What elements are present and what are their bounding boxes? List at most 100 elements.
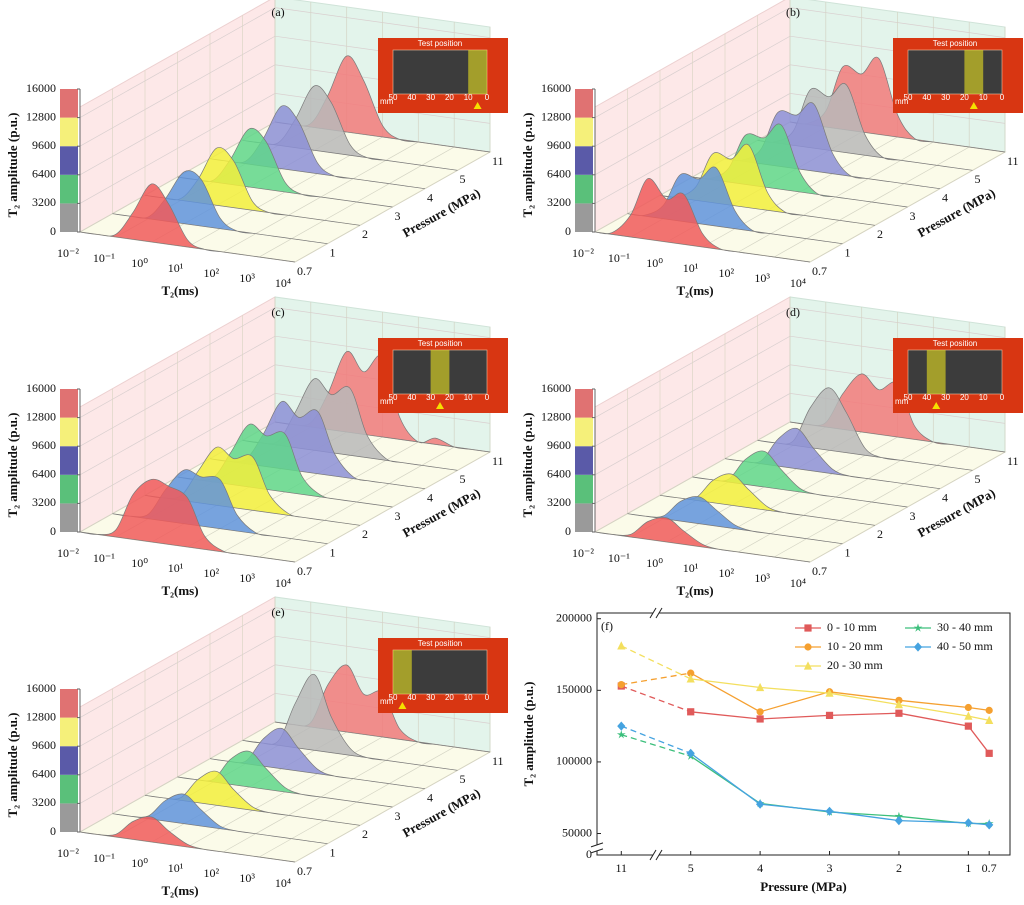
x-tick-label: 2 (896, 861, 902, 875)
series-line (621, 672, 691, 686)
z-axis-label: T₂ amplitude (p.u.) (520, 112, 535, 217)
x-tick-label: 10⁻¹ (608, 551, 630, 565)
inset-tick: 50 (389, 93, 398, 102)
y-tick-label: 100000 (556, 754, 592, 768)
z-tick-label: 12800 (541, 409, 571, 423)
pressure-label: 11 (1007, 154, 1019, 168)
z-tick-label: 16000 (541, 381, 571, 395)
x-tick-label: 10⁻¹ (608, 251, 630, 265)
panel-label: (c) (271, 305, 284, 319)
panel-3d: 10⁻² 10⁻¹ 10⁰ 10¹ 10² 10³ 10⁴03200640096001280… (5, 296, 508, 598)
inset-tick: 0 (485, 93, 490, 102)
marker (617, 721, 626, 731)
inset-tick: 20 (445, 93, 454, 102)
panel-label: (a) (271, 5, 284, 19)
z-band (60, 774, 78, 804)
panel-3d: 10⁻² 10⁻¹ 10⁰ 10¹ 10² 10³ 10⁴03200640096001280… (5, 596, 508, 898)
z-band (575, 446, 593, 475)
inset-tick: 40 (922, 93, 931, 102)
series-line (690, 752, 990, 826)
z-tick-label: 16000 (26, 381, 56, 395)
pressure-label: 2 (362, 227, 368, 241)
inset-tick: 0 (485, 693, 490, 702)
pressure-label: 5 (975, 472, 981, 486)
pressure-label: 5 (975, 172, 981, 186)
z-tick-label: 0 (565, 524, 571, 538)
marker (756, 708, 764, 716)
inset-tick: 40 (407, 93, 416, 102)
marker (985, 749, 993, 757)
marker (686, 674, 695, 683)
pressure-label: 5 (460, 772, 466, 786)
inset-title: Test position (933, 39, 977, 48)
pressure-label: 11 (492, 454, 504, 468)
z-band (575, 174, 593, 204)
x-tick-label: 10⁰ (131, 856, 148, 870)
pressure-label: 0.7 (297, 564, 312, 578)
plot-frame (596, 612, 1011, 856)
x-tick-label: 3 (827, 861, 833, 875)
y-tick-label: 50000 (562, 825, 592, 839)
inset-tick: 30 (426, 393, 435, 402)
x-tick-label: 10¹ (683, 261, 699, 275)
marker (756, 682, 765, 692)
test-marker (436, 402, 444, 409)
axis-break-gap (653, 853, 659, 857)
marker (894, 700, 903, 709)
x-tick-label: 10⁻² (57, 846, 79, 860)
axis-break-gap (595, 844, 599, 851)
z-band (575, 146, 593, 175)
pressure-label: 1 (330, 545, 336, 559)
inset-tick: 50 (904, 393, 913, 402)
legend-label: 10 - 20 mm (827, 639, 883, 653)
x-tick-label: 10⁰ (646, 556, 663, 570)
axis-break (590, 848, 604, 854)
axis-break (655, 607, 663, 619)
inset-tick: 0 (1000, 93, 1005, 102)
spectrum (594, 517, 811, 563)
x-tick-label: 10⁻¹ (93, 551, 115, 565)
x-axis-label: T₂(ms) (161, 283, 198, 298)
z-axis-label: T₂ amplitude (p.u.) (5, 112, 20, 217)
legend-label: 0 - 10 mm (827, 620, 877, 634)
pressure-label: 3 (910, 509, 916, 523)
pressure-label: 3 (910, 209, 916, 223)
x-tick-label: 10³ (239, 571, 255, 585)
z-axis-label: T₂ amplitude (p.u.) (520, 412, 535, 517)
inset-tick: 10 (979, 393, 988, 402)
axis-break-gap (653, 611, 659, 615)
x-tick-label: 10⁻¹ (93, 251, 115, 265)
z-tick-label: 16000 (26, 681, 56, 695)
z-band (575, 503, 593, 532)
pressure-label: 11 (1007, 454, 1019, 468)
z-band (60, 389, 78, 418)
spectrum (594, 178, 811, 263)
x-tick-label: 10³ (239, 271, 255, 285)
pressure-label: 2 (362, 827, 368, 841)
pressure-label: 4 (942, 490, 948, 504)
inset-tick: 40 (407, 693, 416, 702)
z-tick-label: 6400 (32, 167, 56, 181)
marker (985, 706, 993, 714)
z-tick-label: 3200 (32, 495, 56, 509)
x-tick-label: 10² (204, 566, 220, 580)
marker (756, 799, 765, 809)
x-tick-label: 10⁰ (646, 256, 663, 270)
axis-break (649, 849, 657, 861)
x-tick-label: 10⁴ (790, 576, 806, 590)
inset-title: Test position (418, 639, 462, 648)
marker (616, 730, 626, 739)
test-band (964, 50, 984, 94)
z-axis-label: T₂ amplitude (p.u.) (5, 712, 20, 817)
inset-sample (907, 349, 1003, 395)
z-axis-label: T₂ amplitude (p.u.) (5, 412, 20, 517)
spectrum (112, 793, 328, 845)
legend-marker (913, 642, 923, 652)
x-tick-label: 10⁴ (275, 576, 291, 590)
inset-title: Test position (418, 339, 462, 348)
z-tick-label: 6400 (32, 767, 56, 781)
x-tick-label: 10¹ (168, 261, 184, 275)
panel-3d: 10⁻² 10⁻¹ 10⁰ 10¹ 10² 10³ 10⁴03200640096001280… (520, 0, 1023, 298)
z-band (60, 117, 78, 147)
